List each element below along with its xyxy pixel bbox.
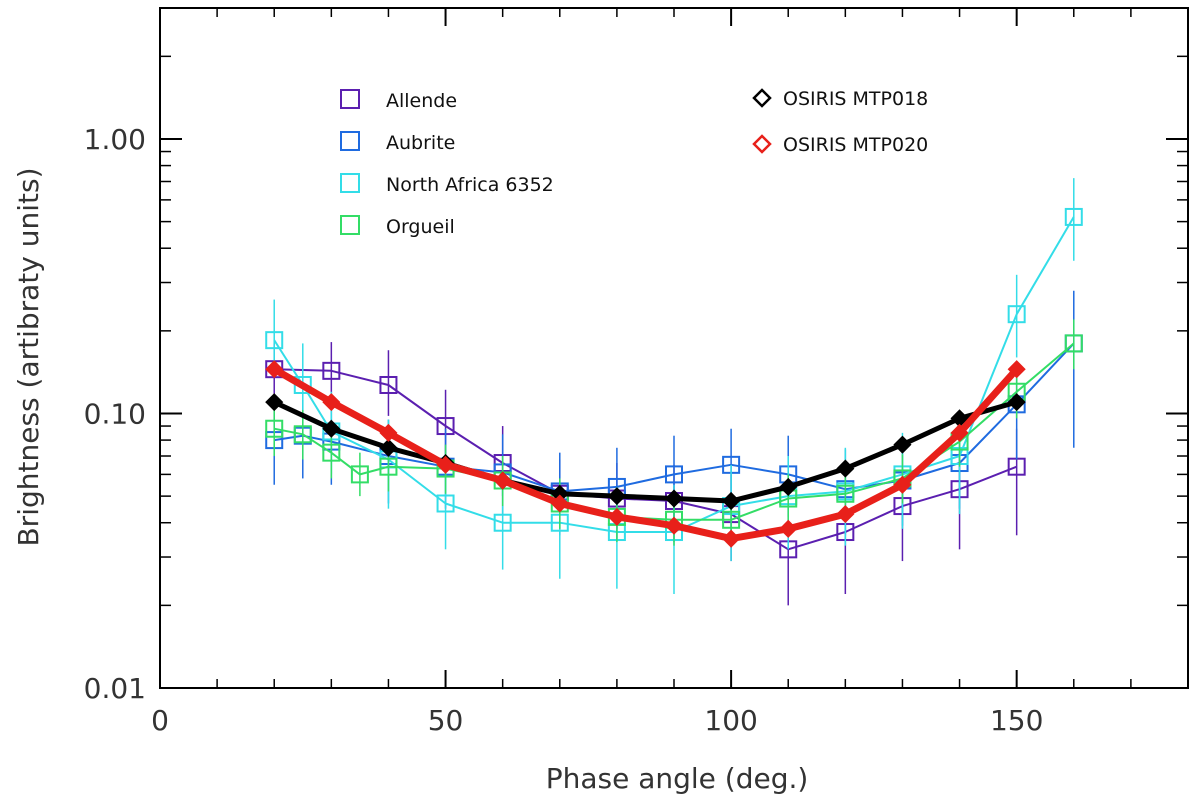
data-point (664, 516, 684, 535)
legend-marker (752, 134, 772, 154)
legend-label: OSIRIS MTP020 (783, 134, 928, 156)
series-osiris-mtp020 (265, 360, 1026, 548)
data-point (322, 393, 341, 412)
legend-marker (340, 173, 360, 193)
data-point (379, 457, 398, 476)
legend-item: OSIRIS MTP018 (752, 88, 928, 110)
data-point (322, 443, 341, 462)
series-line (273, 399, 1018, 504)
legend-marker (340, 89, 360, 109)
data-point (1007, 360, 1026, 379)
data-point (493, 471, 512, 490)
data-point (664, 489, 684, 508)
data-point (836, 459, 855, 478)
data-point (350, 465, 369, 484)
x-axis-title: Phase angle (deg.) (546, 762, 809, 795)
series-layer (265, 178, 1083, 606)
legend-label: OSIRIS MTP018 (783, 88, 928, 110)
data-point (265, 360, 284, 379)
data-point (779, 519, 798, 538)
legend-item: Allende (340, 89, 457, 112)
legend-marker (340, 215, 360, 235)
data-point (322, 419, 341, 438)
legend-item: Orgueil (340, 215, 455, 238)
legend-marker (340, 131, 360, 151)
legend-label: Orgueil (386, 216, 455, 238)
data-point (1007, 305, 1026, 324)
data-point (607, 507, 626, 526)
data-point (836, 484, 855, 503)
data-point (493, 513, 512, 532)
x-tick-label: 0 (151, 704, 169, 737)
data-point (550, 494, 569, 513)
data-point (779, 477, 798, 497)
data-point (379, 375, 398, 394)
y-tick-label: 1.00 (84, 123, 146, 156)
data-point (436, 455, 455, 474)
series-line (274, 342, 1075, 493)
legend-item: North Africa 6352 (340, 173, 554, 196)
legend-label: Allende (386, 90, 457, 112)
legend-item: Aubrite (340, 131, 455, 154)
data-point (607, 487, 626, 506)
data-point (1064, 334, 1083, 353)
data-point (893, 435, 912, 454)
legend-item: OSIRIS MTP020 (752, 134, 928, 156)
data-point (379, 438, 398, 457)
data-point (379, 423, 398, 442)
axes: 0 50 100 150 0.01 0.10 1.00 (84, 8, 1189, 737)
data-point (722, 529, 741, 548)
data-point (265, 393, 284, 412)
y-tick-label: 0.10 (84, 397, 146, 430)
data-point (436, 494, 455, 513)
data-point (950, 423, 969, 442)
x-tick-label: 100 (704, 704, 757, 737)
data-point (265, 419, 284, 438)
x-tick-label: 50 (428, 704, 464, 737)
series-osiris-mtp018 (265, 393, 1026, 511)
data-point (722, 491, 741, 511)
y-axis-title: Brightness (artibraty units) (12, 167, 45, 546)
y-tick-label: 0.01 (84, 672, 146, 705)
data-point (665, 465, 683, 484)
data-point (722, 510, 741, 529)
data-point (1007, 393, 1026, 412)
data-point (293, 425, 312, 444)
series-line (273, 216, 1075, 533)
legend-label: Aubrite (386, 132, 455, 154)
data-point (265, 331, 284, 350)
legend-label: North Africa 6352 (386, 174, 554, 196)
data-point (893, 475, 912, 494)
legend-marker (752, 88, 772, 108)
data-point (836, 505, 855, 524)
data-point (322, 361, 341, 380)
data-point (1064, 207, 1083, 226)
legend: Allende Aubrite North Africa 6352 Orgueil OS… (340, 88, 928, 238)
x-tick-label: 150 (990, 704, 1043, 737)
series-line (272, 366, 1020, 543)
